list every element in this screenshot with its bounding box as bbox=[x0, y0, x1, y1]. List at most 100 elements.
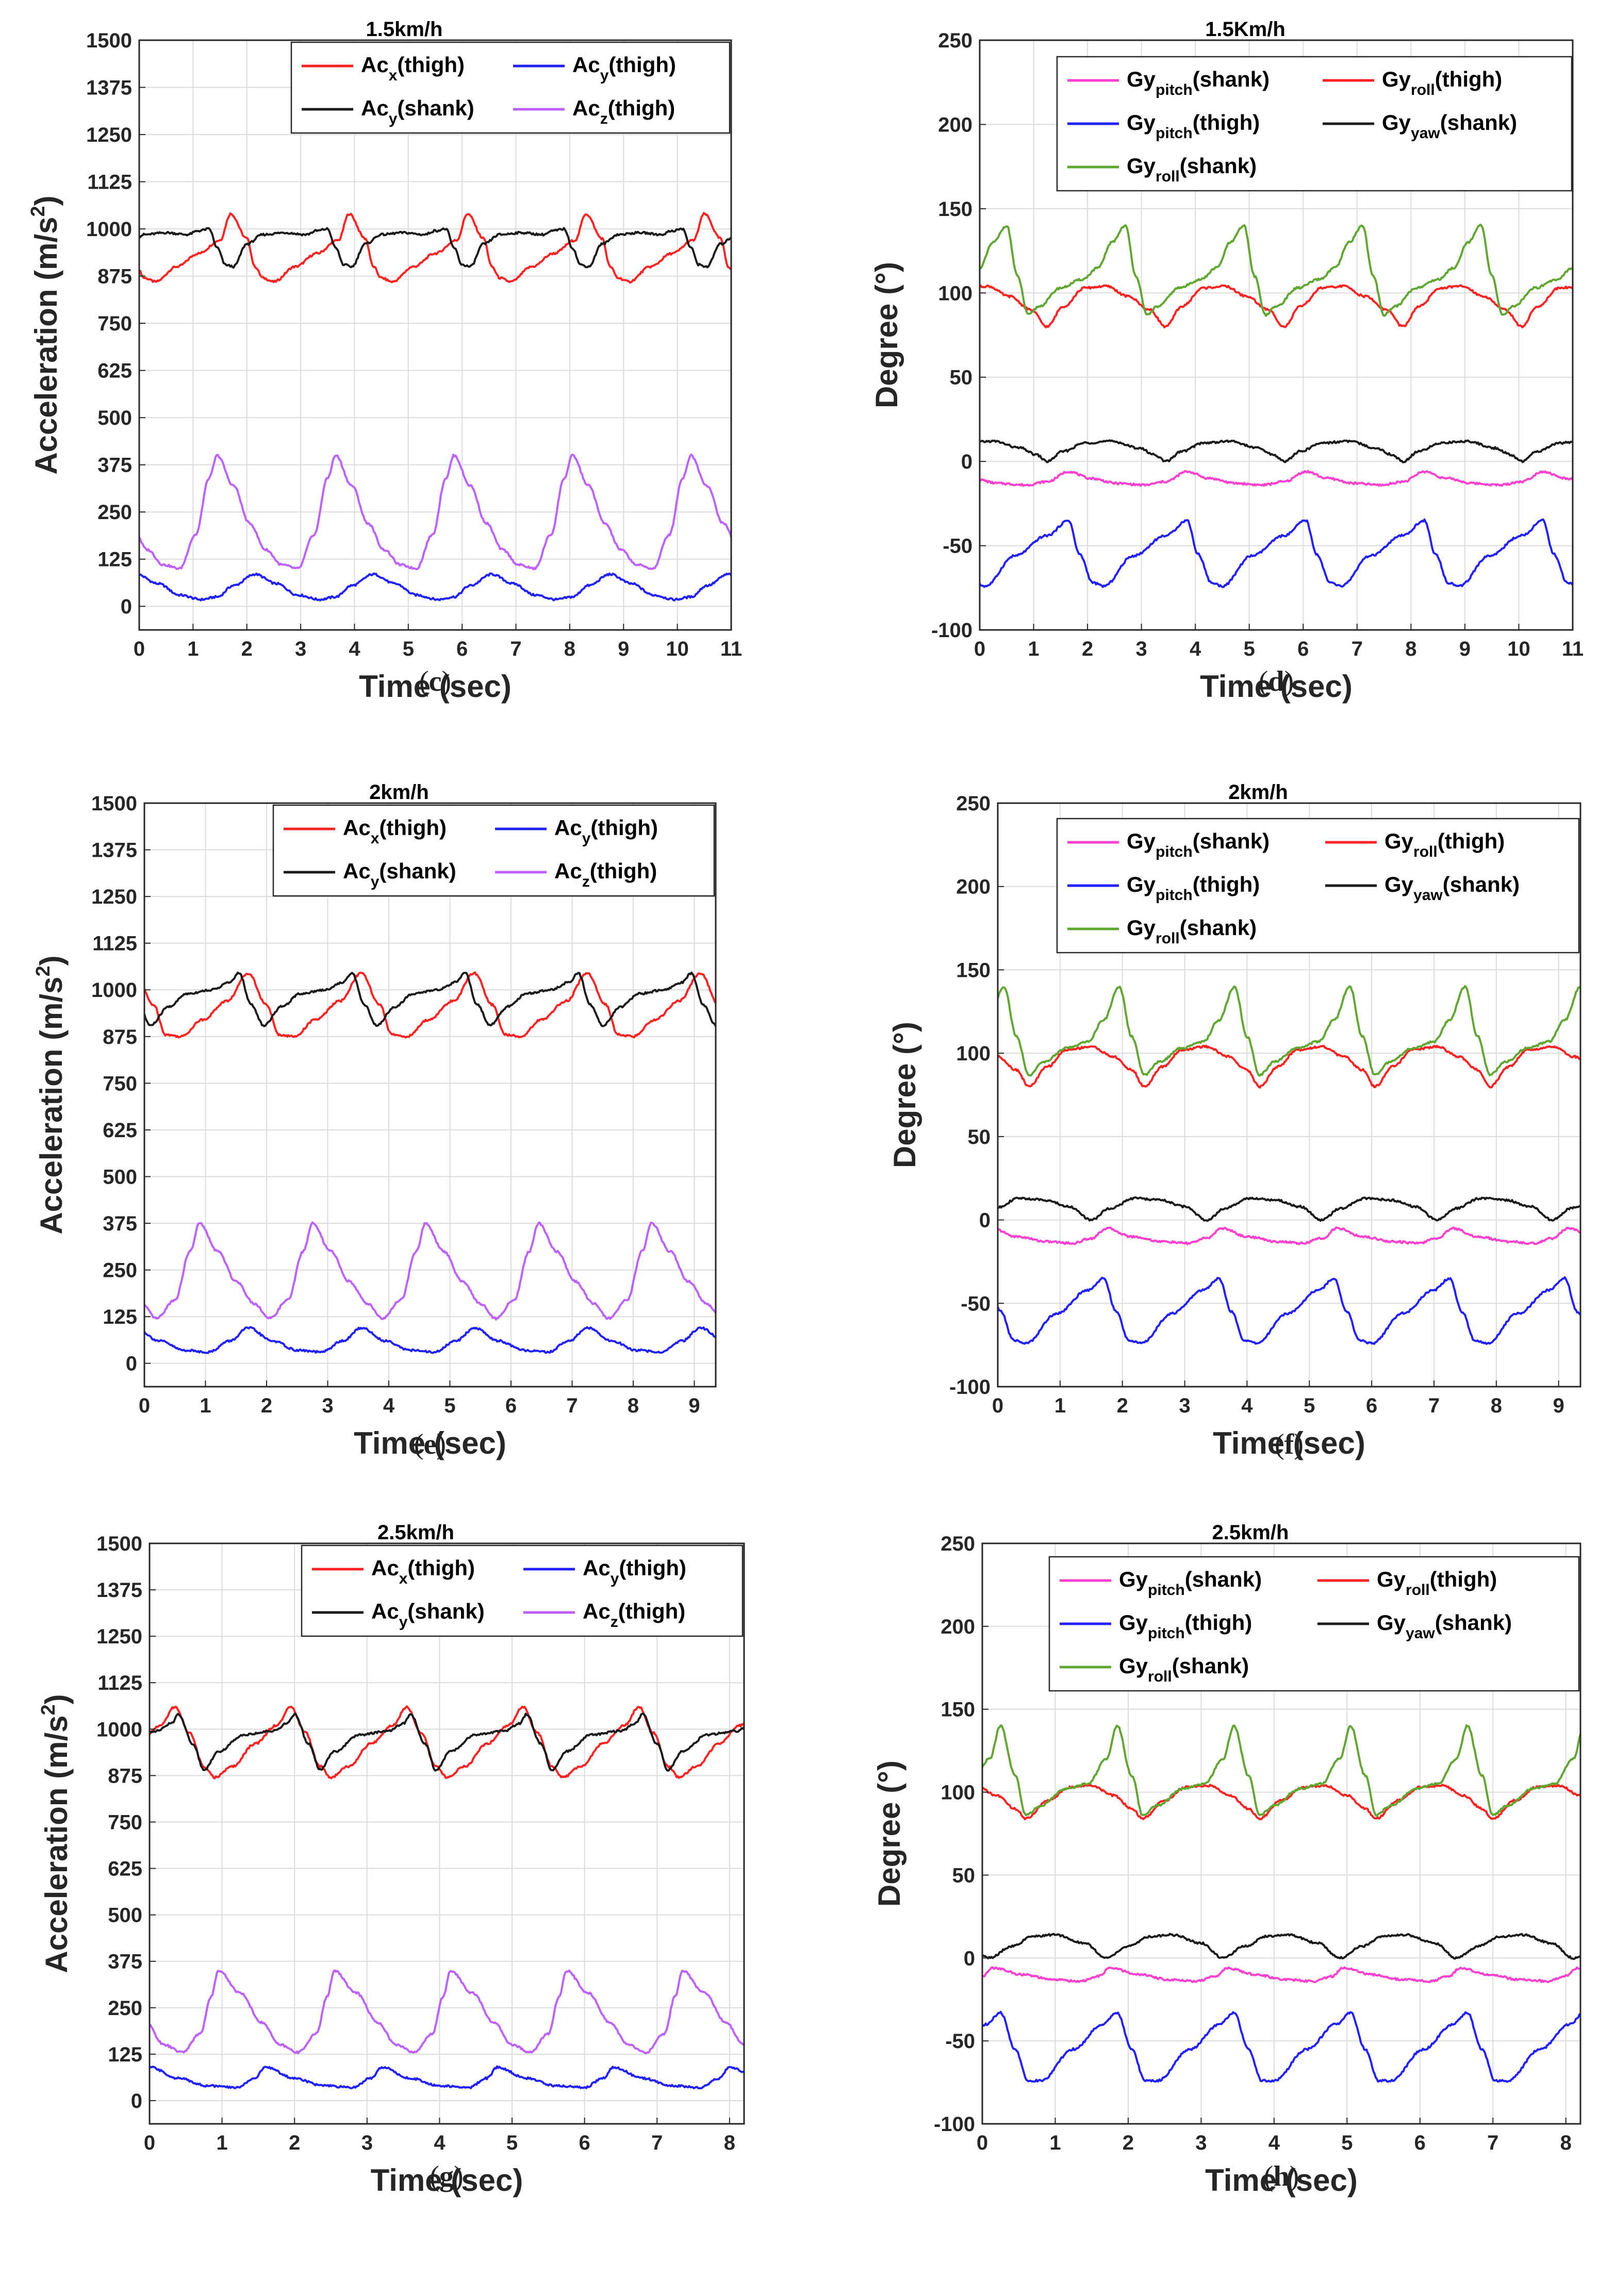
legend-label-sub: y bbox=[399, 1613, 408, 1631]
caption-letter: f bbox=[1284, 1428, 1295, 1460]
legend-label-main: Ac bbox=[361, 53, 389, 77]
x-tick-label: 6 bbox=[579, 2132, 590, 2154]
y-tick-label: 875 bbox=[108, 1765, 142, 1787]
y-tick-label: 0 bbox=[131, 2090, 142, 2112]
y-tick-label: 100 bbox=[938, 282, 972, 305]
x-axis-label: Time (sec) bbox=[371, 2163, 523, 2198]
y-tick-label: 750 bbox=[108, 1811, 142, 1834]
x-tick-label: 2 bbox=[289, 2132, 300, 2154]
legend-label-tail: (thigh) bbox=[618, 1599, 686, 1623]
legend-label: Acy(shank) bbox=[371, 1599, 485, 1631]
y-tick-label: -50 bbox=[945, 2030, 975, 2053]
legend-label-tail: (shank) bbox=[1193, 829, 1270, 853]
x-tick-label: 8 bbox=[628, 1394, 639, 1417]
legend-label-sub: z bbox=[611, 1613, 618, 1631]
y-tick-label: 1375 bbox=[96, 1579, 142, 1602]
legend-label-sub: z bbox=[582, 873, 590, 890]
x-tick-label: 1 bbox=[1028, 638, 1039, 660]
x-tick-label: 7 bbox=[1487, 2132, 1498, 2154]
subfigure-caption: (d) bbox=[1259, 665, 1294, 697]
legend-label-main: Gy bbox=[1127, 110, 1156, 135]
axes-frame bbox=[981, 1542, 1581, 2125]
legend-label: Gypitch(thigh) bbox=[1127, 110, 1260, 142]
y-tick-label: 1500 bbox=[96, 1533, 142, 1555]
series-line-acy-shank- bbox=[143, 971, 717, 1027]
legend-label-tail: (shank) bbox=[397, 96, 474, 120]
axes-frame bbox=[143, 802, 717, 1388]
series-line-acz-thigh- bbox=[138, 453, 732, 571]
legend-label: Acx(thigh) bbox=[371, 1556, 475, 1587]
legend: Acx(thigh) Acy(thigh)Acy(shank) Acz(thigh) bbox=[272, 804, 715, 897]
x-tick-label: 4 bbox=[1241, 1394, 1253, 1417]
x-tick-label: 10 bbox=[666, 638, 689, 660]
caption-letter: c bbox=[429, 665, 442, 697]
legend-label: Acy(thigh) bbox=[572, 53, 676, 84]
y-axis-label-main: Acceleration (m/s bbox=[34, 976, 69, 1234]
legend-label-tail: (thigh) bbox=[1435, 67, 1503, 91]
x-tick-label: 9 bbox=[618, 638, 629, 660]
x-tick-label: 1 bbox=[200, 1394, 211, 1417]
y-tick-label: 1375 bbox=[91, 839, 137, 862]
legend-label-main: Ac bbox=[572, 53, 600, 77]
series-line-gypitch-thigh- bbox=[997, 1276, 1581, 1345]
legend-label-tail: (thigh) bbox=[407, 1556, 475, 1580]
legend: Acx(thigh) Acy(thigh)Acy(shank) Acz(thigh) bbox=[301, 1544, 744, 1637]
legend-label: Gyroll(thigh) bbox=[1382, 67, 1502, 98]
caption-close-paren: ) bbox=[1290, 2160, 1299, 2192]
subfigure-caption: (c) bbox=[419, 665, 451, 697]
y-tick-label: 250 bbox=[103, 1259, 137, 1282]
legend: Gypitch(shank) Gyroll(thigh)Gypitch(thigh… bbox=[1056, 818, 1580, 954]
legend-label-sub: y bbox=[371, 873, 380, 890]
series-line-gypitch-shank- bbox=[979, 470, 1574, 487]
legend-label-main: Gy bbox=[1127, 916, 1156, 940]
y-tick-label: 1000 bbox=[91, 979, 137, 1002]
y-axis-label-sup: 2 bbox=[27, 206, 49, 217]
x-tick-label: 4 bbox=[349, 638, 360, 660]
caption-letter: h bbox=[1273, 2160, 1289, 2192]
legend-label-tail: (shank) bbox=[1435, 1610, 1512, 1635]
y-tick-label: -100 bbox=[934, 2113, 975, 2136]
x-tick-label: 6 bbox=[505, 1394, 517, 1417]
y-tick-label: 750 bbox=[103, 1072, 137, 1095]
y-axis-label: Degree (°) bbox=[872, 1760, 906, 1907]
series-line-gypitch-thigh- bbox=[979, 518, 1574, 588]
x-tick-label: 9 bbox=[1553, 1394, 1564, 1417]
legend-label-sub: roll bbox=[1156, 168, 1180, 185]
y-tick-label: 250 bbox=[938, 29, 972, 52]
legend-label-sub: yaw bbox=[1406, 1625, 1435, 1642]
y-tick-label: 1375 bbox=[86, 77, 132, 99]
x-tick-label: 7 bbox=[566, 1394, 578, 1417]
y-tick-label: 875 bbox=[97, 265, 132, 288]
legend-box bbox=[272, 804, 715, 897]
y-tick-label: 1125 bbox=[92, 933, 137, 955]
legend-label-sub: pitch bbox=[1156, 81, 1193, 98]
series-line-gyroll-thigh- bbox=[997, 1044, 1580, 1089]
y-tick-label: 375 bbox=[108, 1951, 142, 1973]
x-axis-label: Time (sec) bbox=[354, 1426, 506, 1460]
legend-label-tail: (thigh) bbox=[1193, 110, 1260, 135]
x-tick-label: 5 bbox=[444, 1394, 455, 1417]
legend-label-tail: (shank) bbox=[1172, 1654, 1249, 1678]
x-tick-label: 11 bbox=[1562, 638, 1584, 660]
y-tick-label: -100 bbox=[931, 619, 972, 642]
legend-label-sub: y bbox=[582, 830, 591, 847]
series-line-gyyaw-shank- bbox=[997, 1196, 1581, 1222]
y-tick-label: 1000 bbox=[96, 1718, 142, 1741]
y-tick-label: 150 bbox=[941, 1699, 975, 1721]
legend-label: Gyyaw(shank) bbox=[1384, 872, 1520, 904]
x-tick-label: 1 bbox=[216, 2132, 227, 2154]
legend: Gypitch(shank) Gyroll(thigh)Gypitch(thigh… bbox=[1048, 1556, 1580, 1692]
x-tick-label: 1 bbox=[1049, 2132, 1061, 2154]
axes-frame bbox=[997, 802, 1581, 1388]
y-tick-label: -50 bbox=[961, 1292, 991, 1315]
caption-letter: d bbox=[1268, 665, 1284, 697]
y-tick-label: 150 bbox=[956, 959, 991, 981]
x-tick-label: 2 bbox=[241, 638, 253, 660]
x-tick-label: 2 bbox=[1117, 1394, 1128, 1417]
y-tick-label: 0 bbox=[121, 595, 132, 618]
y-tick-label: 250 bbox=[956, 792, 991, 815]
caption-letter: g bbox=[439, 2160, 454, 2192]
x-tick-label: 8 bbox=[564, 638, 575, 660]
y-axis-label-main: Degree (°) bbox=[887, 1022, 922, 1168]
